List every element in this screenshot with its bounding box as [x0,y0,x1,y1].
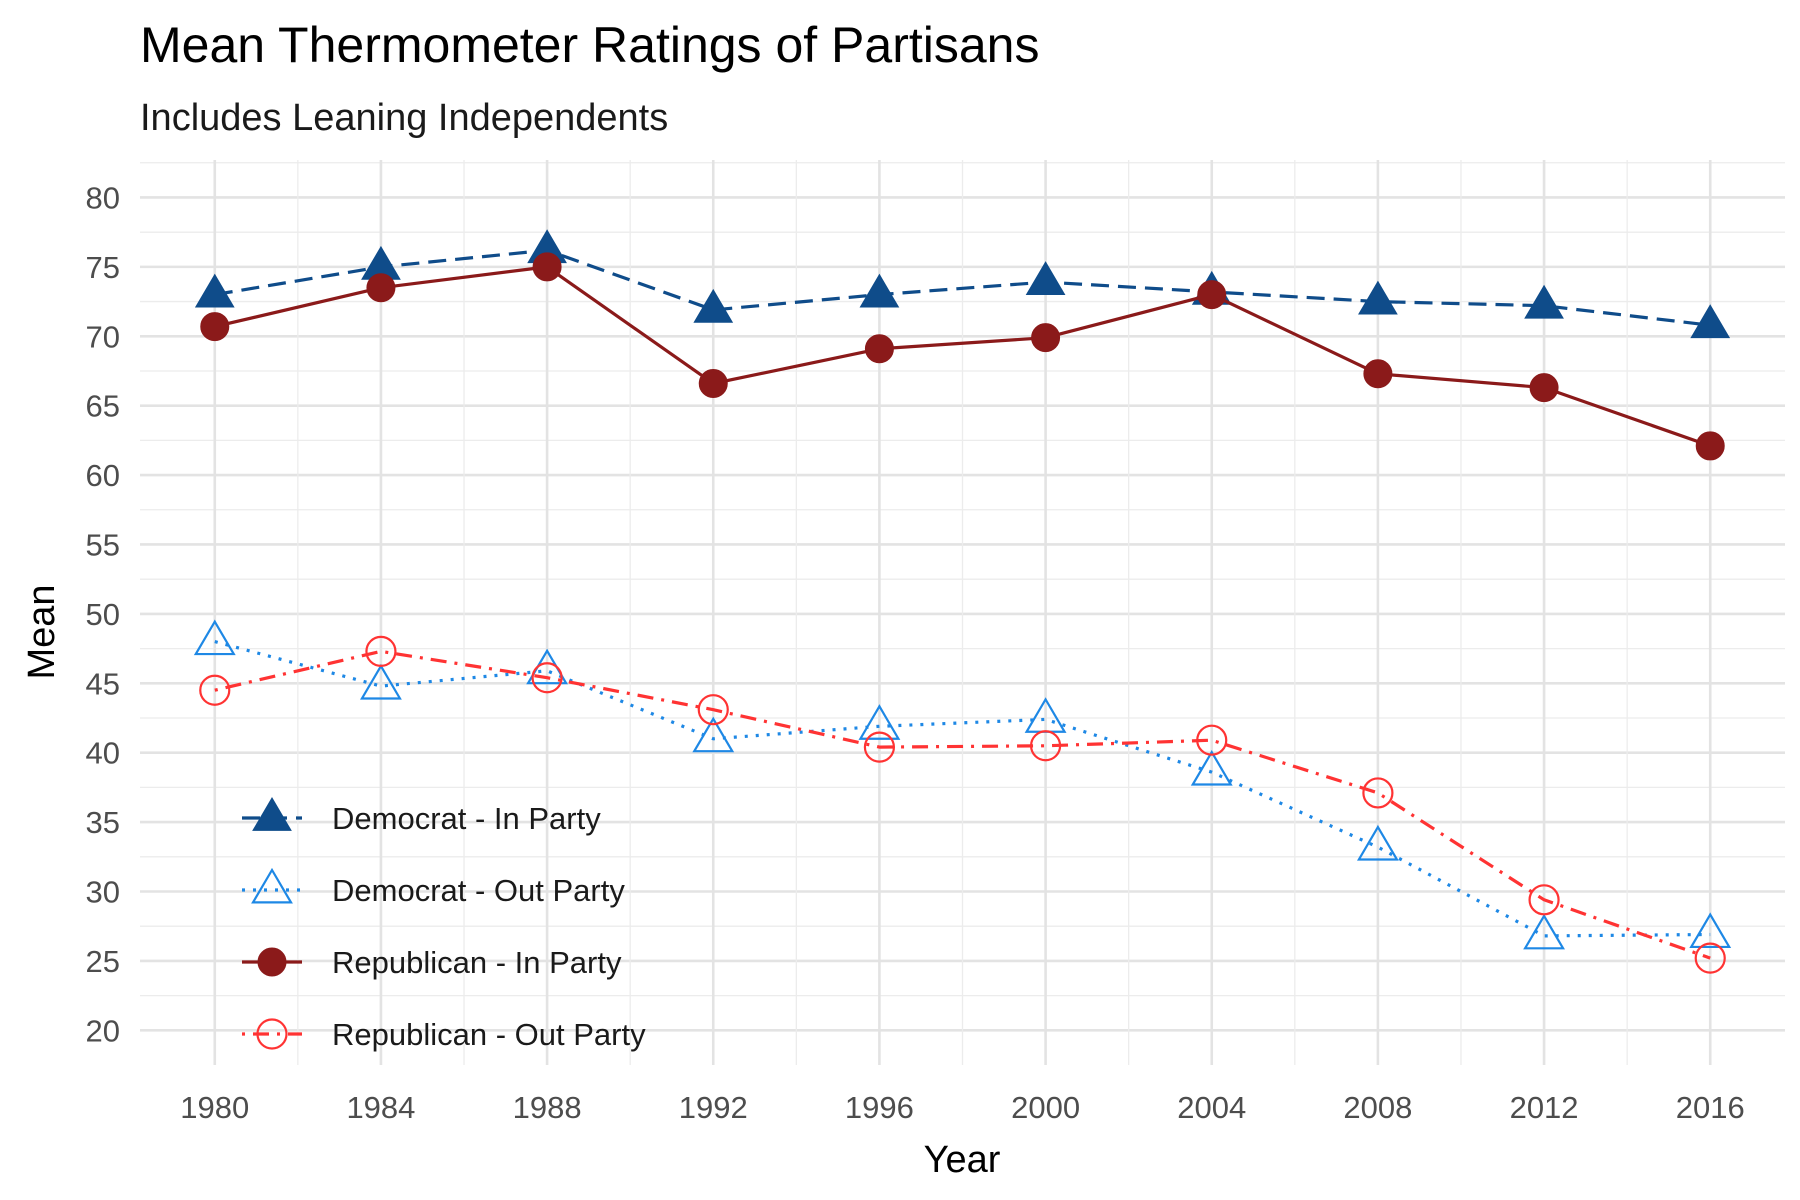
series-line [214,649,1711,960]
x-axis-title: Year [924,1139,1001,1181]
y-tick-label: 65 [86,389,120,424]
legend-item: Republican - In Party [242,945,622,980]
x-tick-label: 1988 [513,1090,582,1125]
x-tick-label: 1996 [845,1090,914,1125]
data-point [365,635,397,667]
grid [140,160,1785,1065]
tick-labels: 1980 1984 1988 1992 1996 2000 2004 2008 2012 2016… [86,180,1745,1125]
data-point [200,312,230,342]
data-point [864,334,894,364]
series-line [214,640,1711,938]
legend-key-marker [252,797,292,831]
y-tick-label: 60 [86,458,120,493]
y-axis-title: Mean [21,584,63,679]
data-point [1524,284,1564,319]
legend-key-marker [257,947,287,977]
legend-item: Democrat - In Party [242,797,601,836]
x-tick-label: 2004 [1177,1090,1246,1125]
x-tick-label: 1980 [180,1090,249,1125]
y-tick-label: 20 [86,1013,120,1048]
y-tick-label: 75 [86,250,120,285]
legend-key-marker [251,867,293,904]
x-tick-label: 2012 [1510,1090,1579,1125]
y-tick-label: 45 [86,666,120,701]
y-tick-label: 55 [86,527,120,562]
series-republican-in-party [200,252,1725,461]
data-point [1689,912,1732,949]
x-tick-label: 1984 [346,1090,415,1125]
data-point [859,273,900,308]
data-point [1029,730,1062,762]
y-tick-label: 30 [86,874,120,909]
y-tick-label: 70 [86,319,120,354]
data-point [698,368,728,398]
data-point [360,663,402,700]
data-point [1025,261,1066,296]
data-point [1523,913,1565,950]
data-point [532,252,562,282]
x-tick-label: 2016 [1676,1090,1745,1125]
data-point [1363,359,1393,389]
data-point [194,273,235,308]
series-republican-out-party [199,635,1726,974]
data-point [1690,304,1731,339]
data-point [863,731,896,763]
chart-title: Mean Thermometer Ratings of Partisans [140,17,1039,73]
data-point [1196,724,1228,756]
data-point [693,288,734,323]
data-point [193,619,236,656]
data-point [1529,373,1559,403]
legend-label: Democrat - In Party [332,801,601,836]
legend-item: Democrat - Out Party [242,867,625,908]
data-point [692,716,735,753]
chart-subtitle: Includes Leaning Independents [140,97,668,139]
x-tick-label: 1992 [679,1090,748,1125]
y-tick-label: 80 [86,180,120,215]
legend-label: Democrat - Out Party [332,873,625,908]
data-point [1031,323,1061,353]
legend-label: Republican - In Party [332,945,622,980]
series-line [214,248,1711,327]
y-tick-label: 25 [86,944,120,979]
data-point [1358,280,1398,315]
legend-item: Republican - Out Party [242,1017,646,1052]
data-point [366,273,396,303]
legend-key-marker [256,1018,288,1050]
data-point [1528,884,1560,916]
data-point [1694,942,1726,974]
data-point [199,674,231,706]
series-layer [193,229,1732,974]
y-tick-label: 50 [86,597,120,632]
y-tick-label: 35 [86,805,120,840]
data-point [1197,280,1227,310]
legend: Democrat - In Party Democrat - Out Party R… [242,797,646,1052]
series-line [214,265,1711,448]
x-tick-label: 2000 [1011,1090,1080,1125]
y-tick-label: 40 [86,736,120,771]
legend-label: Republican - Out Party [332,1017,646,1052]
data-point [1695,431,1725,461]
x-tick-label: 2008 [1343,1090,1412,1125]
data-point [697,694,729,726]
data-point [1190,749,1233,786]
data-point [1356,824,1399,861]
data-point [531,662,563,694]
data-point [1362,777,1394,809]
series-democrat-in-party [194,229,1731,339]
data-point [858,704,901,740]
